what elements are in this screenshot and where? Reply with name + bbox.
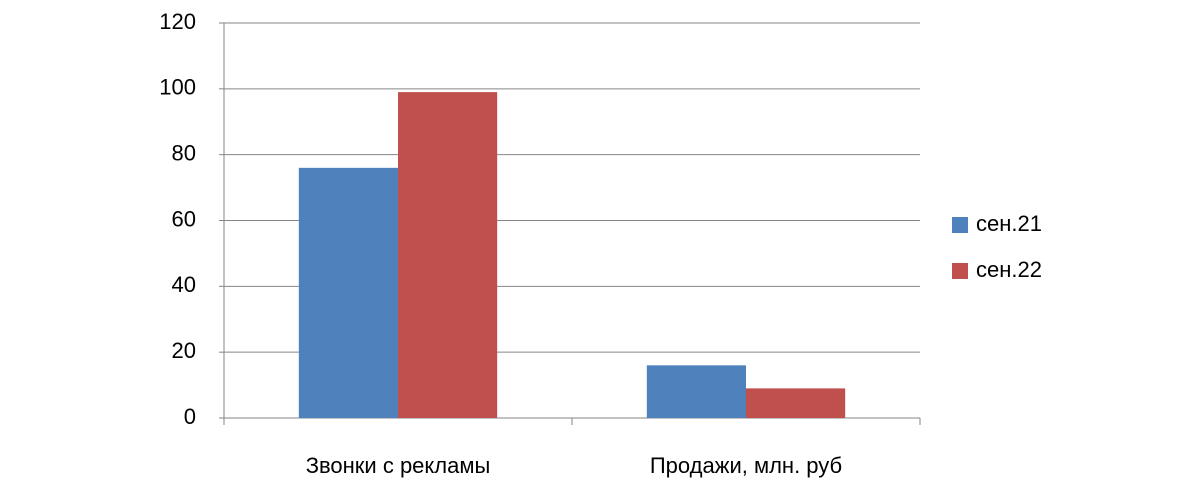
legend-swatch	[952, 263, 968, 279]
y-tick-label: 100	[159, 75, 196, 100]
legend-label: сен.22	[976, 257, 1042, 282]
x-tick-label: Звонки с рекламы	[306, 453, 491, 478]
bar	[298, 167, 398, 418]
y-tick-label: 80	[172, 140, 196, 165]
x-tick-label: Продажи, млн. руб	[650, 453, 842, 478]
legend-swatch	[952, 217, 968, 233]
y-tick-label: 20	[172, 338, 196, 363]
bar	[646, 365, 746, 418]
y-tick-label: 0	[184, 404, 196, 429]
bar	[398, 92, 498, 418]
y-tick-label: 120	[159, 9, 196, 34]
y-tick-label: 40	[172, 272, 196, 297]
y-tick-label: 60	[172, 206, 196, 231]
legend-label: сен.21	[976, 211, 1042, 236]
bar	[746, 388, 846, 418]
